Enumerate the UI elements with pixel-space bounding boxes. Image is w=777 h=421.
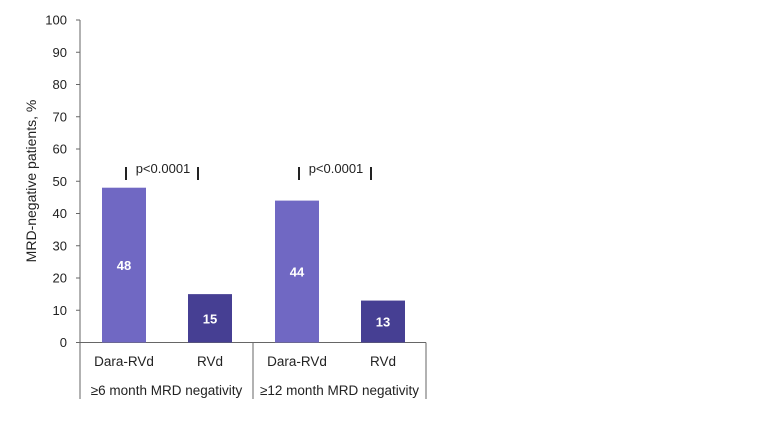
x-category-label: Dara-RVd [94, 354, 154, 369]
y-tick-label: 80 [53, 77, 67, 92]
bar-group: 44 Dara-RVd 13 RVd ≥12 month MRD negativity p… [252, 161, 427, 399]
significance-bracket [370, 167, 372, 180]
bar-group: 48 Dara-RVd 15 RVd ≥6 month MRD negativity p<… [79, 161, 243, 399]
significance-bracket [197, 167, 199, 180]
y-axis-label: MRD-negative patients, % [23, 100, 39, 263]
y-tick-label: 70 [53, 109, 67, 124]
bar-groups: 48 Dara-RVd 15 RVd ≥6 month MRD negativity p<… [79, 161, 427, 399]
y-ticks: 0 10 20 30 40 50 60 70 80 90 100 [45, 13, 80, 350]
bar [102, 187, 146, 343]
y-tick-label: 100 [45, 13, 67, 28]
significance-bracket [125, 167, 127, 180]
x-category-label: RVd [370, 354, 396, 369]
x-category-label: Dara-RVd [267, 354, 327, 369]
y-tick-label: 50 [53, 174, 67, 189]
group-label: ≥12 month MRD negativity [260, 383, 419, 398]
group-label: ≥6 month MRD negativity [91, 383, 243, 398]
y-tick-label: 0 [60, 335, 67, 350]
y-tick-label: 20 [53, 271, 67, 286]
x-category-label: RVd [197, 354, 223, 369]
bar-value-label: 13 [376, 315, 390, 330]
p-value-label: p<0.0001 [309, 161, 364, 176]
y-tick-label: 10 [53, 303, 67, 318]
significance-bracket [298, 167, 300, 180]
y-tick-label: 90 [53, 45, 67, 60]
bar [361, 300, 405, 343]
bar-value-label: 44 [290, 265, 305, 280]
y-tick-label: 60 [53, 142, 67, 157]
bar-value-label: 15 [203, 311, 217, 326]
bar [275, 200, 319, 343]
y-tick-label: 30 [53, 238, 67, 253]
bar [188, 294, 232, 343]
bar-value-label: 48 [117, 258, 131, 273]
p-value-label: p<0.0001 [136, 161, 191, 176]
y-tick-label: 40 [53, 206, 67, 221]
